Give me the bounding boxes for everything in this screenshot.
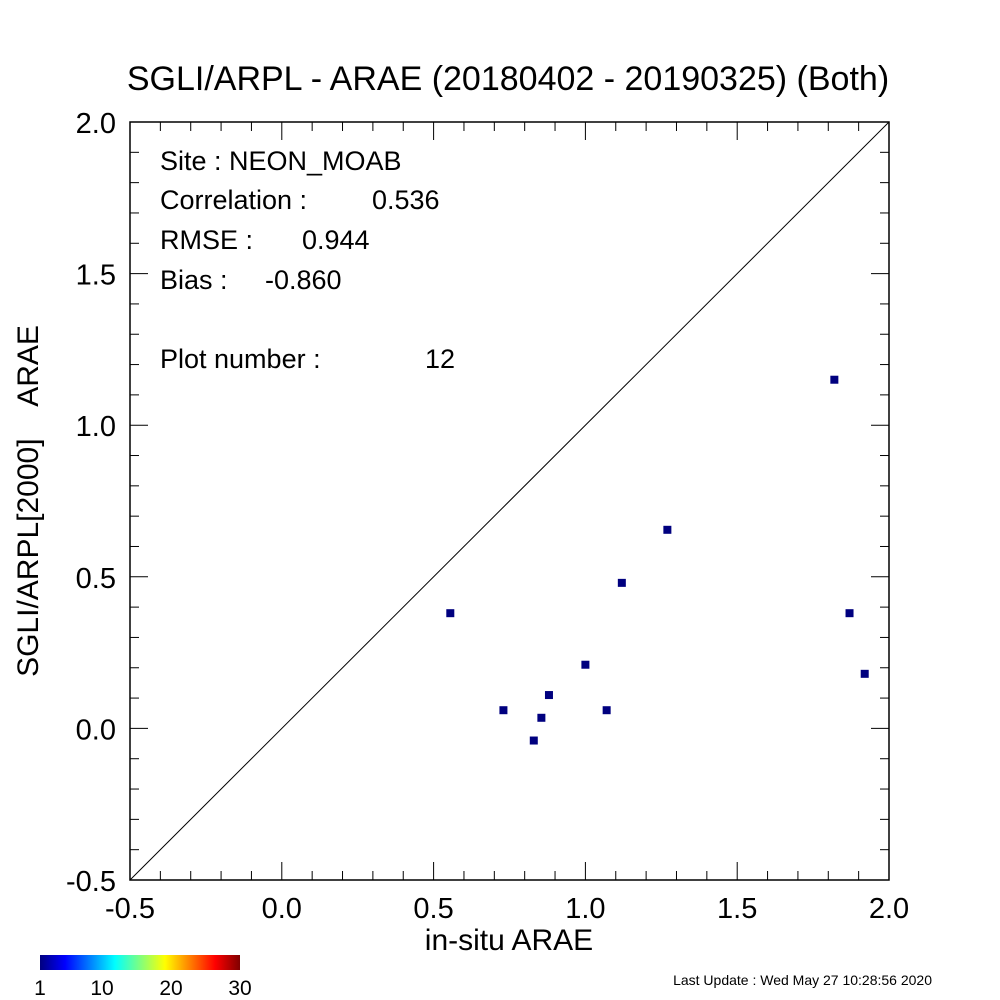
colorbar-tick-labels: 1 10 20 30: [34, 977, 252, 1000]
correlation-value: 0.536: [372, 185, 440, 215]
stats-box: Site : NEON_MOAB Correlation : 0.536 RMS…: [160, 146, 455, 374]
last-update-text: Last Update : Wed May 27 10:28:56 2020: [673, 972, 932, 988]
y-tick-label: 1.0: [76, 411, 116, 443]
y-tick-label: -0.5: [66, 866, 116, 898]
rmse-value: 0.944: [302, 225, 370, 255]
y-axis-tick-labels: -0.5 0.0 0.5 1.0 1.5 2.0: [66, 108, 116, 898]
rmse-label: RMSE :: [160, 225, 253, 255]
y-tick-label: 0.0: [76, 714, 116, 746]
data-point: [544, 691, 553, 700]
data-point: [529, 736, 538, 745]
plot-number-value: 12: [425, 344, 455, 374]
colorbar-tick-label: 20: [159, 977, 182, 1000]
x-tick-label: 1.5: [717, 893, 757, 925]
y-tick-label: 1.5: [76, 260, 116, 292]
colorbar-tick-label: 1: [34, 977, 46, 1000]
plot-number-label: Plot number :: [160, 344, 321, 374]
chart-title: SGLI/ARPL - ARAE (20180402 - 20190325) (…: [127, 60, 889, 98]
x-axis-ticks: [129, 122, 890, 880]
data-point: [446, 609, 455, 618]
data-points: [446, 375, 869, 745]
y-tick-label: 0.5: [76, 563, 116, 595]
data-point: [602, 706, 611, 715]
x-tick-label: 0.0: [262, 893, 302, 925]
bias-label: Bias :: [160, 265, 228, 295]
data-point: [499, 706, 508, 715]
x-tick-label: 0.5: [413, 893, 453, 925]
x-axis-tick-labels: -0.5 0.0 0.5 1.0 1.5 2.0: [105, 893, 909, 925]
data-point: [830, 375, 839, 384]
x-tick-label: 2.0: [869, 893, 909, 925]
correlation-label: Correlation :: [160, 185, 307, 215]
colorbar-tick-label: 30: [228, 977, 251, 1000]
data-point: [663, 525, 672, 534]
data-point: [860, 669, 869, 678]
x-tick-label: 1.0: [565, 893, 605, 925]
one-to-one-line: [129, 121, 890, 881]
colorbar: [40, 955, 240, 970]
x-axis-label: in-situ ARAE: [425, 924, 593, 957]
y-axis-ticks: [130, 121, 889, 881]
data-point: [845, 609, 854, 618]
bias-value: -0.860: [265, 265, 342, 295]
data-point: [581, 660, 590, 669]
colorbar-tick-label: 10: [90, 977, 113, 1000]
site-text: Site : NEON_MOAB: [160, 146, 402, 176]
x-tick-label: -0.5: [105, 893, 155, 925]
y-tick-label: 2.0: [76, 108, 116, 140]
data-point: [537, 713, 546, 722]
y-axis-label: SGLI/ARPL[2000] ARAE: [12, 325, 45, 677]
plot-frame: [129, 121, 890, 881]
data-point: [617, 578, 626, 587]
